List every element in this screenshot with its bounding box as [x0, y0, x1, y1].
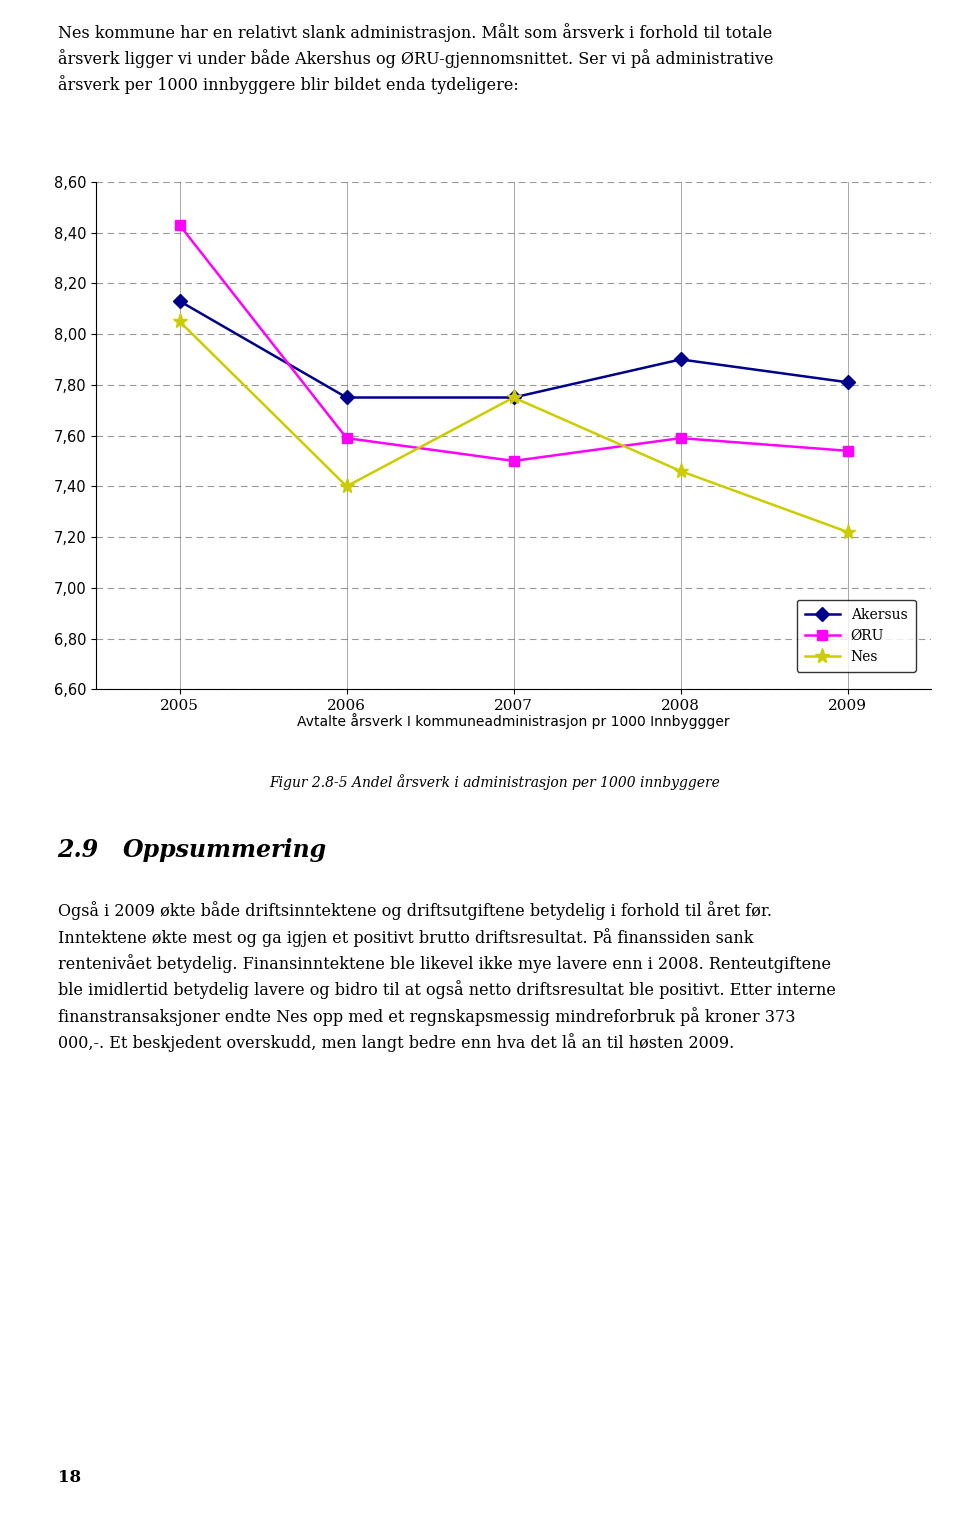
- Text: Oppsummering: Oppsummering: [123, 838, 327, 862]
- Akersus: [842, 373, 853, 391]
- ØRU: [341, 429, 352, 447]
- Nes: [675, 462, 686, 480]
- Text: Figur 2.8-5 Andel årsverk i administrasjon per 1000 innbyggere: Figur 2.8-5 Andel årsverk i administrasj…: [269, 774, 720, 789]
- ØRU: [174, 215, 185, 233]
- Akersus: [508, 388, 519, 406]
- Line: Akersus: Akersus: [175, 297, 852, 403]
- Text: Nes kommune har en relativt slank administrasjon. Målt som årsverk i forhold til: Nes kommune har en relativt slank admini…: [58, 23, 773, 94]
- Nes: [842, 523, 853, 541]
- Line: ØRU: ØRU: [175, 220, 852, 465]
- Text: Avtalte årsverk I kommuneadministrasjon pr 1000 Innbyggger: Avtalte årsverk I kommuneadministrasjon …: [298, 714, 730, 729]
- ØRU: [508, 451, 519, 470]
- Line: Nes: Nes: [172, 314, 855, 539]
- Text: 18: 18: [58, 1468, 81, 1486]
- Nes: [508, 388, 519, 406]
- Text: Også i 2009 økte både driftsinntektene og driftsutgiftene betydelig i forhold ti: Også i 2009 økte både driftsinntektene o…: [58, 901, 835, 1051]
- ØRU: [842, 442, 853, 461]
- ØRU: [675, 429, 686, 447]
- Akersus: [174, 292, 185, 311]
- Nes: [341, 477, 352, 495]
- Text: 2.9: 2.9: [58, 838, 99, 862]
- Legend: Akersus, ØRU, Nes: Akersus, ØRU, Nes: [797, 600, 916, 673]
- Akersus: [341, 388, 352, 406]
- Akersus: [675, 350, 686, 368]
- Nes: [174, 312, 185, 330]
